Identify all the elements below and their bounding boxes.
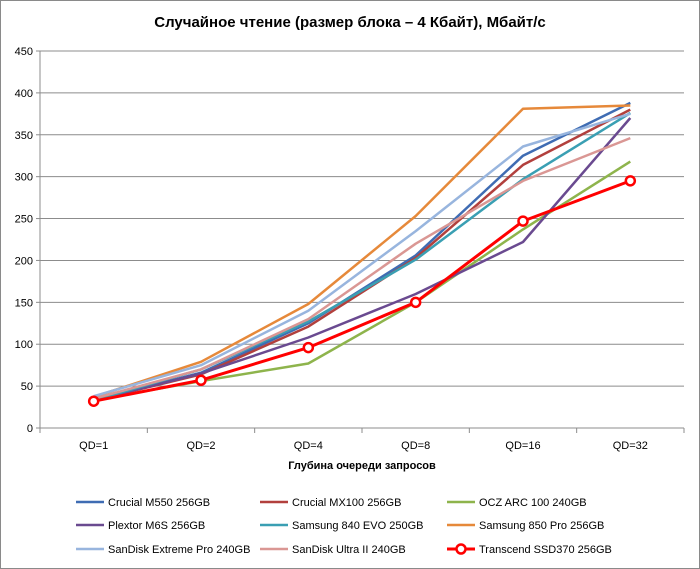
legend-label: Transcend SSD370 256GB bbox=[479, 544, 612, 556]
data-point-marker bbox=[87, 395, 100, 407]
legend-label: Crucial MX100 256GB bbox=[292, 497, 401, 509]
y-tick-label: 200 bbox=[15, 255, 33, 267]
legend-label: Plextor M6S 256GB bbox=[108, 520, 205, 532]
legend-label: SanDisk Extreme Pro 240GB bbox=[108, 544, 250, 556]
series-line bbox=[93, 117, 632, 402]
series-lines bbox=[93, 101, 632, 403]
x-tick-label: QD=1 bbox=[79, 440, 108, 452]
x-axis-title: Глубина очереди запросов bbox=[288, 460, 436, 472]
data-point-marker bbox=[517, 215, 529, 227]
series-line bbox=[93, 104, 631, 399]
series-line bbox=[93, 179, 631, 403]
series-line bbox=[93, 101, 631, 402]
x-tick-label: QD=32 bbox=[613, 440, 648, 452]
y-tick-label: 350 bbox=[15, 130, 33, 142]
series-line bbox=[93, 111, 631, 402]
y-tick-label: 0 bbox=[27, 423, 33, 435]
y-tick-label: 150 bbox=[15, 297, 33, 309]
x-tick-label: QD=4 bbox=[294, 440, 323, 452]
legend-marker bbox=[455, 543, 467, 555]
legend-label: Crucial M550 256GB bbox=[108, 497, 210, 509]
x-tick-label: QD=2 bbox=[186, 440, 215, 452]
data-point-marker bbox=[409, 296, 422, 309]
legend-label: SanDisk Ultra II 240GB bbox=[292, 544, 406, 556]
x-tick-label: QD=16 bbox=[505, 440, 540, 452]
chart-title: Случайное чтение (размер блока – 4 Кбайт… bbox=[154, 14, 546, 31]
y-tick-label: 450 bbox=[15, 46, 33, 58]
y-tick-label: 50 bbox=[21, 381, 33, 393]
gridlines bbox=[40, 50, 684, 387]
legend-label: OCZ ARC 100 240GB bbox=[479, 497, 587, 509]
data-point-marker bbox=[624, 175, 637, 187]
y-tick-label: 300 bbox=[15, 172, 33, 184]
y-tick-label: 250 bbox=[15, 214, 33, 226]
series-line bbox=[93, 108, 631, 402]
axes: 0 50 100 150 200 250 300 350 400 450 QD=1 QD=2 QD=4 Q… bbox=[15, 46, 685, 452]
data-point-marker bbox=[195, 374, 207, 386]
series-line bbox=[93, 136, 631, 400]
y-tick-label: 100 bbox=[15, 339, 33, 351]
y-tick-label: 400 bbox=[15, 88, 33, 100]
x-tick-label: QD=8 bbox=[401, 440, 430, 452]
legend-label: Samsung 850 Pro 256GB bbox=[479, 520, 604, 532]
series-line bbox=[93, 112, 631, 398]
legend-label: Samsung 840 EVO 250GB bbox=[292, 520, 423, 532]
data-point-marker bbox=[302, 341, 315, 354]
series-markers bbox=[87, 175, 637, 407]
legend: Crucial M550 256GB Crucial MX100 256GB OCZ… bbox=[76, 497, 612, 556]
